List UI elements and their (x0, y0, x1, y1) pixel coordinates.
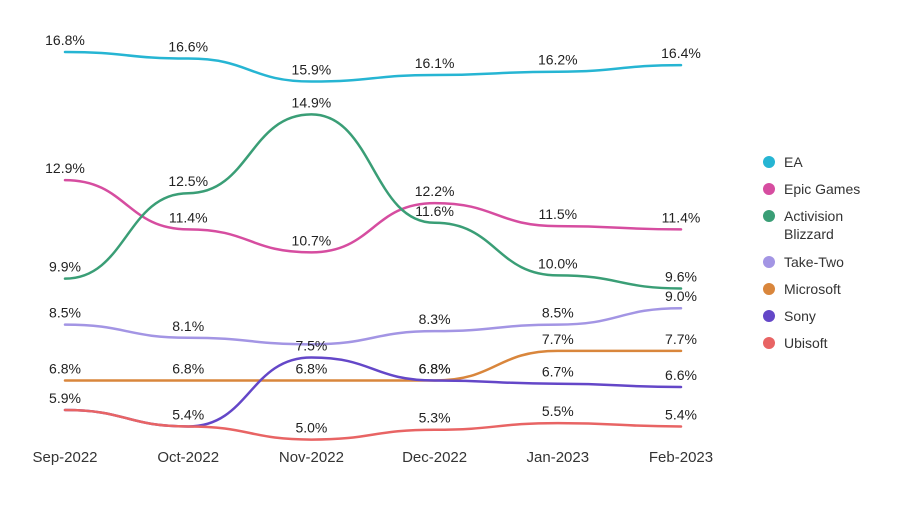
series-line-sony (63, 356, 683, 428)
legend-label-epic-games: Epic Games (784, 181, 860, 197)
data-label-activision-blizzard: 9.6% (665, 268, 697, 284)
legend-marker-sony (763, 310, 775, 322)
data-label-ea: 16.8% (45, 32, 85, 48)
series-line-ea (63, 50, 683, 83)
x-tick-label: Feb-2023 (649, 449, 713, 466)
series-lines (63, 50, 683, 441)
data-label-sony: 6.7% (542, 364, 574, 380)
data-label-microsoft: 6.8% (172, 360, 204, 376)
data-label-take-two: 8.5% (49, 305, 81, 321)
data-label-microsoft: 6.8% (295, 360, 327, 376)
legend-label-ea: EA (784, 154, 803, 170)
data-label-activision-blizzard: 10.0% (538, 255, 578, 271)
data-label-ubisoft: 5.3% (419, 410, 451, 426)
data-label-microsoft: 7.7% (665, 331, 697, 347)
x-axis-ticks: Sep-2022 Oct-2022 Nov-2022 Dec-2022 Jan-2023… (32, 449, 713, 466)
legend-marker-activision-blizzard (763, 210, 775, 222)
x-tick-label: Jan-2023 (527, 449, 590, 466)
data-label-sony: 5.4% (172, 406, 204, 422)
data-label-take-two: 8.5% (542, 305, 574, 321)
data-label-microsoft: 7.7% (542, 331, 574, 347)
data-label-take-two: 8.3% (419, 311, 451, 327)
series-line-microsoft (63, 349, 683, 382)
legend-label-take-two: Take-Two (784, 254, 844, 270)
x-tick-label: Sep-2022 (32, 449, 97, 466)
data-label-take-two: 9.0% (665, 288, 697, 304)
data-label-activision-blizzard: 14.9% (292, 94, 332, 110)
data-label-activision-blizzard: 11.6% (415, 203, 454, 219)
data-label-epic-games: 11.5% (538, 206, 577, 222)
legend-label-sony: Sony (784, 308, 816, 324)
data-label-ea: 16.2% (538, 52, 578, 68)
x-tick-label: Oct-2022 (157, 449, 219, 466)
series-line-activision-blizzard (63, 113, 683, 290)
data-labels: 16.8% 16.6% 15.9% 16.1% 16.2% 16.4% 12.9% 11.4%… (45, 32, 701, 436)
x-tick-label: Dec-2022 (402, 449, 467, 466)
legend-marker-epic-games (763, 183, 775, 195)
legend-marker-microsoft (763, 283, 775, 295)
data-label-ubisoft: 5.5% (542, 403, 574, 419)
data-label-ubisoft: 5.4% (665, 406, 697, 422)
legend-marker-ea (763, 156, 775, 168)
legend-label-microsoft: Microsoft (784, 281, 841, 297)
series-line-take-two (63, 306, 683, 346)
data-label-sony: 6.8% (419, 360, 451, 376)
data-label-sony: 5.9% (49, 390, 81, 406)
series-line-ubisoft (63, 408, 683, 441)
data-label-epic-games: 10.7% (292, 232, 332, 248)
data-label-epic-games: 12.2% (415, 183, 455, 199)
legend-marker-ubisoft (763, 337, 775, 349)
data-label-ubisoft: 5.0% (295, 420, 327, 436)
data-label-epic-games: 11.4% (169, 209, 208, 225)
data-label-ea: 16.4% (661, 45, 701, 61)
data-label-epic-games: 12.9% (45, 160, 85, 176)
x-tick-label: Nov-2022 (279, 449, 344, 466)
legend-marker-take-two (763, 256, 775, 268)
legend-label-ubisoft: Ubisoft (784, 335, 828, 351)
data-label-epic-games: 11.4% (662, 209, 701, 225)
series-line-epic-games (63, 178, 683, 254)
data-label-activision-blizzard: 12.5% (168, 173, 208, 189)
data-label-ea: 15.9% (292, 62, 332, 78)
data-label-take-two: 8.1% (172, 318, 204, 334)
legend: EA Epic Games Activision Blizzard Take-Two Mi… (763, 154, 860, 351)
data-label-activision-blizzard: 9.9% (49, 259, 81, 275)
data-label-ea: 16.1% (415, 55, 455, 71)
data-label-sony: 7.5% (295, 337, 327, 353)
legend-label-activision-blizzard: Activision Blizzard (784, 208, 843, 242)
data-label-microsoft: 6.8% (419, 360, 451, 376)
data-label-sony: 6.6% (665, 367, 697, 383)
data-label-microsoft: 6.8% (49, 360, 81, 376)
data-label-ea: 16.6% (168, 39, 208, 55)
